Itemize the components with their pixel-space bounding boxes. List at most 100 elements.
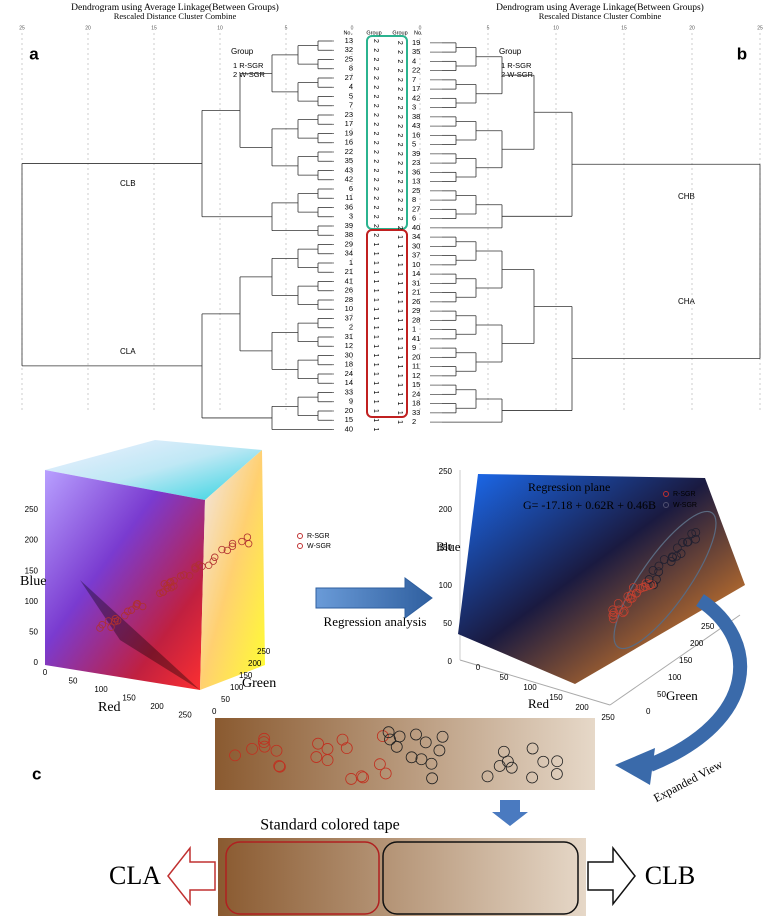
sample-point — [159, 588, 167, 596]
sample-point — [505, 761, 518, 774]
leaf-number: 30 — [412, 241, 420, 250]
regression-arrow: Regression analysis — [315, 577, 433, 629]
legend-entry: R-SGR — [307, 533, 330, 540]
leaf-group: 2 — [396, 198, 403, 202]
tick-label: 250 — [439, 467, 453, 476]
leaf-group: 2 — [396, 41, 403, 45]
leaf-group: 2 — [396, 161, 403, 165]
leaf-group: 1 — [372, 409, 379, 413]
leaf-group: 2 — [396, 124, 403, 128]
leaf-number: 29 — [412, 306, 420, 315]
leaf-number: 17 — [345, 119, 353, 128]
leaf-number: 18 — [345, 360, 353, 369]
leaf-group: 2 — [372, 95, 379, 99]
leaf-number: 3 — [412, 103, 416, 112]
leaf-number: 36 — [345, 202, 353, 211]
tick-label: 0 — [43, 668, 48, 677]
leaf-number: 4 — [349, 82, 353, 91]
leaf-number: 35 — [412, 47, 420, 56]
tick-label: 100 — [94, 685, 108, 694]
leaf-number: 5 — [412, 140, 416, 149]
leaf-group: 1 — [372, 261, 379, 265]
sample-point — [373, 758, 386, 771]
leaf-group: 1 — [372, 270, 379, 274]
leaf-group: 1 — [372, 372, 379, 376]
tick-label: 100 — [668, 673, 682, 682]
sample-point — [644, 575, 654, 584]
tick-label: 15 — [151, 25, 157, 31]
axis-label: Green — [242, 676, 276, 691]
leaf-number: 1 — [349, 258, 353, 267]
leaf-group: 2 — [372, 58, 379, 62]
regression-plane: Regression plane G= -17.18 + 0.62R + 0.4… — [436, 467, 745, 722]
sample-point — [156, 589, 164, 597]
sample-point — [659, 555, 669, 564]
sample-point — [687, 529, 697, 539]
leaf-number: 6 — [412, 214, 416, 223]
sample-point — [177, 572, 185, 580]
axis-label: Red — [528, 696, 549, 711]
tick-label: 50 — [29, 628, 38, 637]
tick-label: 100 — [230, 683, 244, 692]
leaf-group: 1 — [372, 344, 379, 348]
sample-point — [121, 611, 129, 620]
leaf-group: 2 — [396, 106, 403, 110]
tick-label: 25 — [757, 25, 763, 31]
leaf-number: 26 — [345, 286, 353, 295]
tick-label: 0 — [448, 657, 453, 666]
sample-point — [678, 538, 687, 547]
sample-point — [619, 606, 629, 616]
sample-point — [273, 760, 286, 773]
leaf-number: 28 — [412, 315, 420, 324]
leaf-group: 2 — [372, 196, 379, 200]
tick-label: 15 — [621, 25, 627, 31]
sample-point — [244, 540, 253, 548]
leaf-group: 1 — [396, 337, 403, 341]
leaf-number: 3 — [349, 212, 353, 221]
sample-point — [167, 583, 176, 592]
tick-label: 250 — [601, 713, 615, 722]
legend-entry: 1 R-SGR — [501, 61, 532, 70]
legend-entry: 1 R-SGR — [233, 61, 264, 70]
sample-point — [436, 730, 449, 743]
leaf-number: 31 — [345, 332, 353, 341]
tick-label: 50 — [69, 677, 78, 686]
r-sgr-box — [366, 229, 408, 418]
leaf-group: 2 — [372, 39, 379, 43]
leaf-number: 27 — [345, 73, 353, 82]
sample-point — [376, 730, 389, 743]
plane-title: Regression plane — [528, 480, 610, 494]
leaf-number: 38 — [345, 230, 353, 239]
leaf-group: 2 — [372, 85, 379, 89]
leaf-number: 42 — [345, 175, 353, 184]
sample-point — [550, 768, 563, 780]
leaf-number: 29 — [345, 239, 353, 248]
leaf-group: 1 — [372, 363, 379, 367]
leaf-group: 1 — [396, 244, 403, 248]
leaf-group: 1 — [396, 272, 403, 276]
legend-entry: 2 W-SGR — [501, 70, 534, 79]
tick-label: 20 — [689, 25, 695, 31]
leaf-group: 1 — [372, 252, 379, 256]
sample-point — [481, 770, 494, 783]
leaf-group: 2 — [396, 226, 403, 230]
class-label: CLA — [109, 861, 161, 890]
sample-point — [415, 753, 428, 766]
leaf-number: 9 — [349, 397, 353, 406]
leaf-group: 2 — [372, 215, 379, 219]
sample-point — [113, 617, 122, 625]
dendrograms: Dendrogram using Average Linkage(Between… — [19, 2, 763, 433]
leaf-group: 2 — [396, 96, 403, 100]
leaf-group: 2 — [396, 87, 403, 91]
leaf-number: 33 — [345, 387, 353, 396]
leaf-number: 6 — [349, 184, 353, 193]
axis-label: Blue — [436, 539, 461, 554]
sample-point — [608, 614, 618, 624]
leaf-group: 1 — [396, 420, 403, 424]
sample-point — [321, 754, 334, 766]
leaf-number: 21 — [345, 267, 353, 276]
leaf-number: 12 — [412, 371, 420, 380]
tape-title: Standard colored tape — [260, 817, 400, 834]
leaf-number: 11 — [345, 193, 353, 202]
sample-point — [433, 744, 446, 757]
